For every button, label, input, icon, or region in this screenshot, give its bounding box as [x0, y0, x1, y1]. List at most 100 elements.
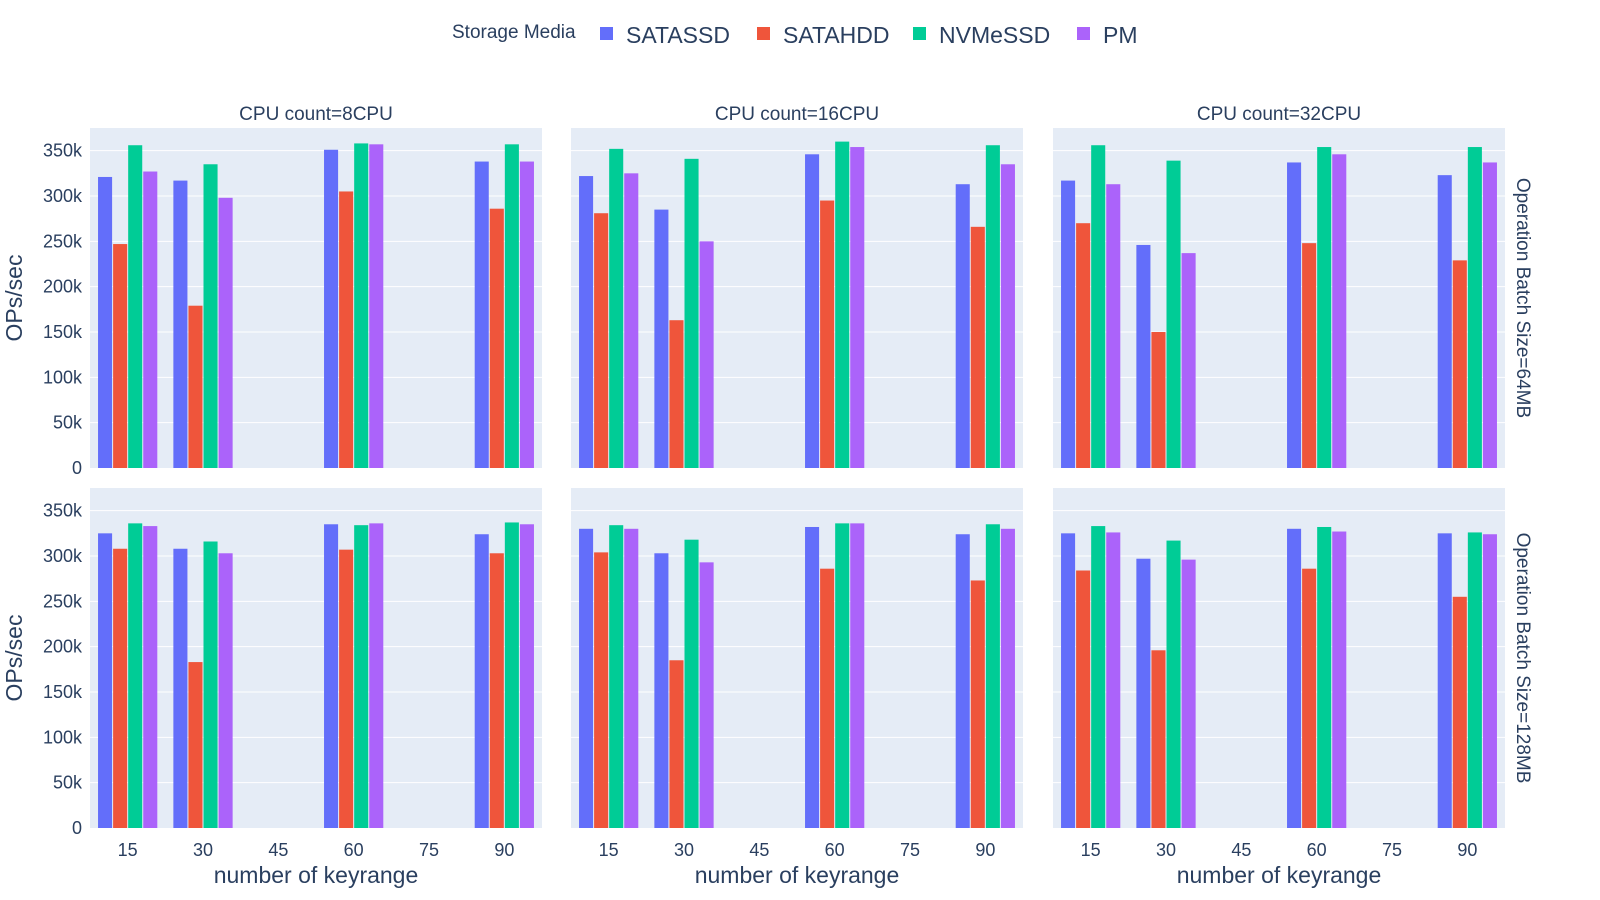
bar-satassd-90 [474, 534, 489, 828]
y-tick-label: 0 [72, 818, 82, 838]
bar-pm-30 [699, 241, 714, 468]
x-tick-label: 90 [1457, 840, 1477, 860]
bar-pm-15 [143, 526, 158, 828]
bar-satahdd-90 [970, 226, 985, 468]
bar-satahdd-60 [1302, 568, 1317, 828]
bar-satassd-15 [579, 528, 594, 828]
bar-nvmessd-30 [684, 539, 699, 828]
x-tick-label: 30 [674, 840, 694, 860]
legend-label-nvmessd: NVMeSSD [939, 22, 1050, 48]
bar-satahdd-60 [339, 549, 354, 828]
legend-swatch-pm [1077, 27, 1090, 40]
panel-r0-c1 [571, 128, 1023, 469]
bar-satahdd-30 [188, 662, 203, 828]
legend-label-pm: PM [1103, 22, 1138, 48]
facet-panels: 0 50k 100k 150k 200k 250k 300k 350k 0 50k 100k 150k… [43, 128, 1505, 860]
bar-satahdd-15 [1076, 223, 1091, 468]
bar-nvmessd-90 [1467, 532, 1482, 828]
y-tick-label: 100k [43, 727, 83, 747]
row-title-1: Operation Batch Size=128MB [1512, 533, 1533, 784]
bar-satassd-90 [1437, 175, 1452, 468]
bar-nvmessd-90 [985, 145, 1000, 468]
bar-satassd-60 [1287, 162, 1302, 468]
bar-nvmessd-15 [1091, 526, 1106, 828]
panel-r1-c2: 15 30 45 60 75 90 [1053, 488, 1505, 860]
bar-pm-15 [143, 171, 158, 468]
x-axis-title-0: number of keyrange [214, 862, 419, 888]
y-tick-label: 150k [43, 322, 83, 342]
y-tick-label: 250k [43, 591, 83, 611]
bar-satassd-30 [173, 548, 188, 828]
bar-nvmessd-90 [1467, 147, 1482, 469]
bar-nvmessd-30 [203, 164, 218, 468]
bar-satahdd-30 [669, 660, 684, 828]
facet-labels: CPU count=8CPU CPU count=16CPU CPU count=3… [1, 104, 1533, 888]
row-title-0: Operation Batch Size=64MB [1512, 178, 1533, 418]
bar-satahdd-60 [820, 200, 835, 469]
bar-pm-15 [1106, 184, 1121, 469]
plot-background [571, 488, 1023, 828]
legend-swatch-satassd [600, 27, 613, 40]
bar-nvmessd-30 [1166, 540, 1181, 828]
bar-nvmessd-60 [1317, 526, 1332, 828]
legend-title: Storage Media [452, 22, 576, 43]
bar-pm-30 [1181, 253, 1196, 468]
bar-nvmessd-30 [203, 541, 218, 828]
bar-satassd-90 [955, 184, 970, 469]
panel-r1-c0: 0 50k 100k 150k 200k 250k 300k 350k 15 30 45 60 75 90 [43, 488, 542, 860]
bar-pm-90 [1000, 528, 1015, 828]
legend: Storage Media SATASSD SATAHDD NVMeSSD PM [452, 22, 1138, 48]
bar-satassd-60 [805, 154, 820, 468]
bar-pm-60 [1332, 154, 1347, 468]
y-tick-label: 200k [43, 277, 83, 297]
bar-pm-30 [1181, 559, 1196, 828]
bar-satahdd-30 [1151, 332, 1166, 468]
panel-r1-c1: 15 30 45 60 75 90 [571, 488, 1023, 860]
bar-satassd-60 [324, 524, 339, 828]
bar-pm-15 [1106, 532, 1121, 828]
bar-pm-90 [1482, 534, 1497, 828]
y-axis-title-1: OPs/sec [1, 615, 27, 702]
bar-satahdd-90 [970, 580, 985, 828]
x-tick-label: 75 [900, 840, 920, 860]
bar-pm-90 [519, 161, 534, 468]
bar-satassd-90 [955, 534, 970, 828]
bar-satahdd-90 [489, 208, 504, 468]
y-tick-label: 350k [43, 501, 83, 521]
x-tick-label: 90 [975, 840, 995, 860]
bar-nvmessd-60 [1317, 147, 1332, 469]
bar-nvmessd-30 [684, 158, 699, 468]
y-tick-label: 300k [43, 546, 83, 566]
x-tick-label: 60 [1307, 840, 1327, 860]
bar-satahdd-60 [820, 568, 835, 828]
x-tick-label: 75 [1382, 840, 1402, 860]
bar-pm-30 [218, 197, 233, 468]
plot-background [90, 488, 542, 828]
bar-satassd-15 [1061, 180, 1076, 468]
bar-satassd-15 [579, 176, 594, 468]
bar-satahdd-90 [1452, 596, 1467, 828]
bar-satassd-30 [1136, 558, 1151, 828]
legend-label-satassd: SATASSD [626, 22, 730, 48]
bar-pm-60 [850, 147, 865, 469]
y-tick-label: 50k [53, 413, 83, 433]
bar-nvmessd-60 [835, 523, 850, 828]
bar-satassd-15 [1061, 533, 1076, 828]
bar-satassd-90 [474, 161, 489, 468]
y-tick-label: 250k [43, 231, 83, 251]
y-tick-label: 150k [43, 682, 83, 702]
bar-pm-60 [369, 144, 384, 468]
plot-background [571, 128, 1023, 468]
plot-background [1053, 488, 1505, 828]
bar-nvmessd-60 [354, 525, 369, 828]
bar-nvmessd-30 [1166, 160, 1181, 468]
column-title-1: CPU count=16CPU [715, 104, 879, 125]
legend-label-satahdd: SATAHDD [783, 22, 890, 48]
bar-pm-60 [1332, 531, 1347, 828]
y-tick-label: 50k [53, 773, 83, 793]
bar-satahdd-15 [594, 213, 609, 468]
legend-swatch-nvmessd [913, 27, 926, 40]
bar-nvmessd-60 [354, 143, 369, 468]
bar-satassd-30 [1136, 244, 1151, 468]
